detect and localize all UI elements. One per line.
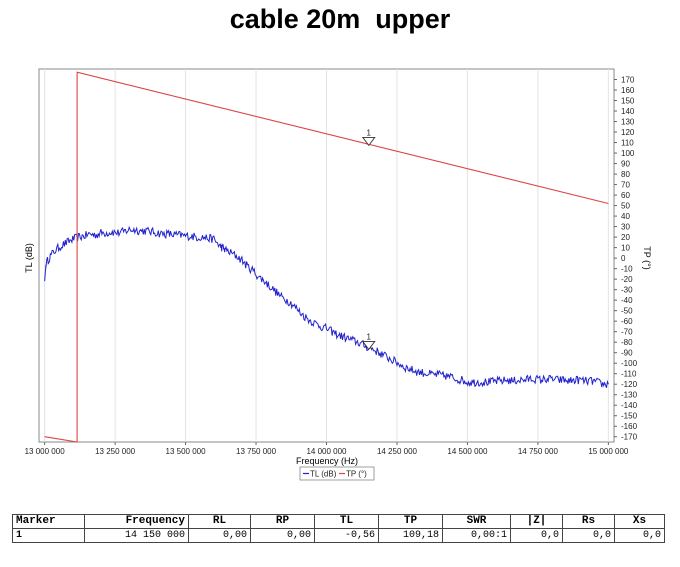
- cell-rp: 0,00: [250, 528, 315, 543]
- marker-table: Marker Frequency RL RP TL TP SWR |Z| Rs …: [12, 514, 665, 543]
- y-tick-label: -120: [621, 380, 638, 389]
- col-header-swr: SWR: [442, 514, 511, 529]
- tl-series-line: [44, 225, 609, 388]
- y-tick-label: 130: [621, 118, 635, 127]
- cell-tl: -0,56: [314, 528, 379, 543]
- col-header-tp: TP: [378, 514, 443, 529]
- y-tick-label: 160: [621, 86, 635, 95]
- y-tick-label: 140: [621, 107, 635, 116]
- y-tick-label: -100: [621, 359, 638, 368]
- col-header-rp: RP: [250, 514, 315, 529]
- legend-label-tl: TL (dB): [310, 470, 337, 479]
- marker-label: 1: [367, 332, 372, 341]
- y-tick-label: -90: [621, 349, 633, 358]
- tp-series-line: [44, 71, 609, 443]
- y-tick-label: 90: [621, 160, 630, 169]
- chart-title: cable 20m upper: [229, 4, 451, 34]
- y-tick-label: -50: [621, 307, 633, 316]
- legend-label-tp: TP (°): [346, 470, 367, 479]
- x-tick-label: 14 500 000: [447, 447, 488, 456]
- col-header-xs: Xs: [614, 514, 665, 529]
- col-header-rs: Rs: [562, 514, 615, 529]
- y-tick-label: -130: [621, 391, 638, 400]
- y-tick-label: 0: [621, 254, 626, 263]
- y-tick-label: 110: [621, 139, 634, 148]
- marker-table-header-row: Marker Frequency RL RP TL TP SWR |Z| Rs …: [12, 514, 665, 529]
- x-tick-label: 13 750 000: [236, 447, 277, 456]
- x-tick-label: 14 750 000: [518, 447, 559, 456]
- marker-triangle: [361, 136, 376, 147]
- chart: 13 000 000 13 250 000 13 500 000 13 750 000…: [24, 68, 652, 481]
- cell-tp: 109,18: [378, 528, 443, 543]
- col-header-frequency: Frequency: [84, 514, 189, 529]
- cell-swr: 0,00:1: [442, 528, 511, 543]
- marker-label: 1: [367, 128, 372, 137]
- y-tick-label: 150: [621, 97, 635, 106]
- x-tick-label: 14 000 000: [306, 447, 347, 456]
- y-tick-label: -110: [621, 370, 637, 379]
- legend: TL (dB) TP (°): [299, 466, 375, 481]
- y-tick-label: -10: [621, 265, 633, 274]
- y-tick-label: 60: [621, 191, 630, 200]
- y-tick-label: -70: [621, 328, 633, 337]
- cell-marker: 1: [12, 528, 85, 543]
- x-tick-label: 15 000 000: [588, 447, 629, 456]
- cell-rl: 0,00: [188, 528, 251, 543]
- legend-box: [299, 466, 375, 481]
- cell-frequency: 14 150 000: [84, 528, 189, 543]
- y-tick-label: 20: [621, 233, 630, 242]
- y-tick-label: 50: [621, 202, 630, 211]
- y-tick-label: -150: [621, 412, 638, 421]
- cell-z: 0,0: [510, 528, 563, 543]
- cell-rs: 0,0: [562, 528, 615, 543]
- y-axis-left-label: TL (dB): [24, 243, 34, 273]
- col-header-tl: TL: [314, 514, 379, 529]
- y-tick-label: 70: [621, 181, 630, 190]
- y-tick-label: 100: [621, 149, 635, 158]
- y-tick-label: 10: [621, 244, 630, 253]
- y-tick-label: 40: [621, 212, 630, 221]
- y-tick-label: 170: [621, 76, 635, 85]
- x-axis-label: Frequency (Hz): [296, 456, 358, 466]
- y-tick-label: -40: [621, 296, 633, 305]
- y-tick-label: -60: [621, 317, 633, 326]
- x-tick-label: 13 000 000: [25, 447, 66, 456]
- cell-xs: 0,0: [614, 528, 665, 543]
- col-header-marker: Marker: [12, 514, 85, 529]
- y-tick-label: -30: [621, 286, 633, 295]
- x-tick-label: 13 500 000: [166, 447, 207, 456]
- y-axis-right-label: TP (°): [642, 246, 652, 269]
- x-tick-label: 13 250 000: [95, 447, 136, 456]
- y-tick-label: -160: [621, 422, 638, 431]
- marker-triangle: [361, 340, 376, 351]
- y-tick-label: -20: [621, 275, 633, 284]
- y-tick-label: -170: [621, 433, 638, 442]
- table-row: 1 14 150 000 0,00 0,00 -0,56 109,18 0,00…: [12, 528, 665, 543]
- x-tick-label: 14 250 000: [377, 447, 418, 456]
- y-tick-label: 30: [621, 223, 630, 232]
- y-tick-label: 120: [621, 128, 635, 137]
- col-header-rl: RL: [188, 514, 251, 529]
- y-tick-label: -140: [621, 401, 638, 410]
- col-header-z: |Z|: [510, 514, 563, 529]
- y-tick-label: -80: [621, 338, 633, 347]
- y-tick-label: 80: [621, 170, 630, 179]
